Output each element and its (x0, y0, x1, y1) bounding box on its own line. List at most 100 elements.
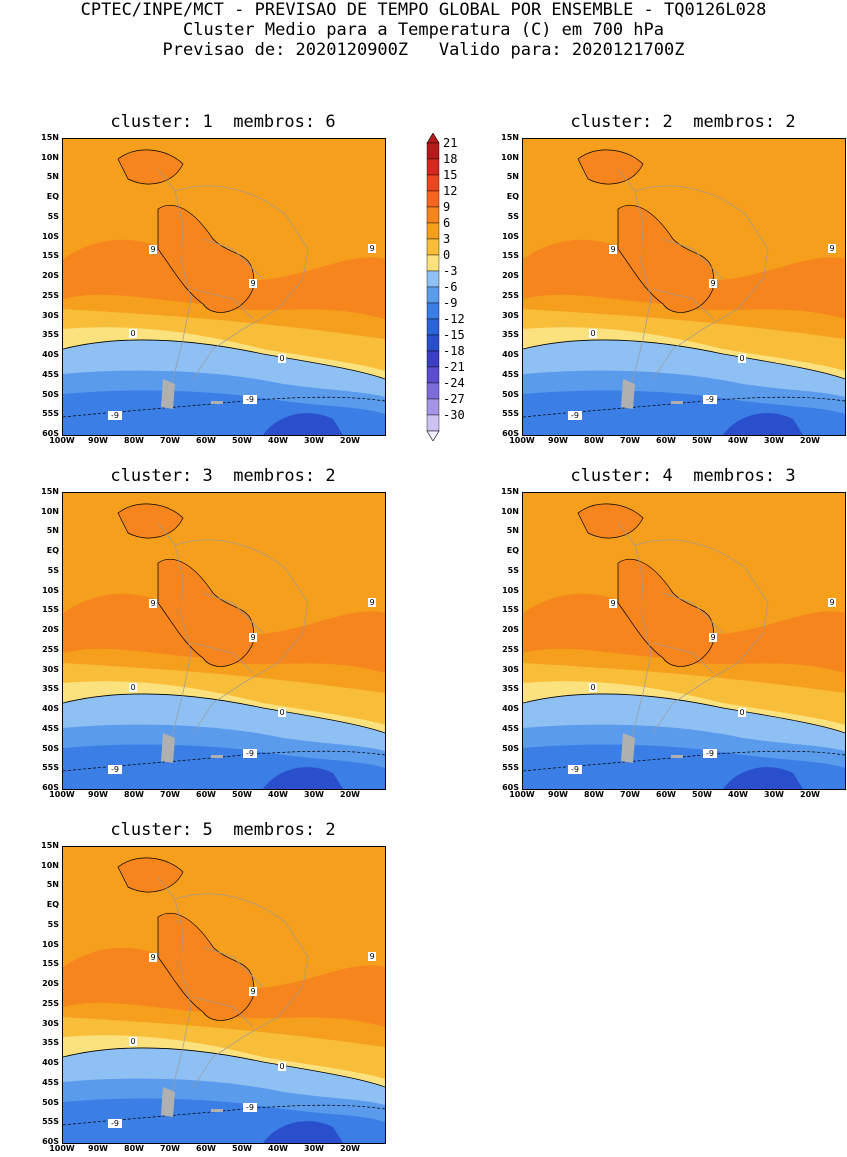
lon-tick-label: 50W (232, 436, 252, 445)
colorbar-label: -12 (443, 312, 465, 326)
lat-tick-label: 10S (502, 231, 519, 241)
colorbar-label: -6 (443, 280, 458, 294)
lon-tick-label: 60W (196, 1144, 216, 1153)
lat-tick-label: 15S (502, 251, 519, 261)
colorbar-swatch (426, 190, 440, 208)
lat-tick-label: 35S (502, 330, 519, 340)
colorbar-swatch (426, 350, 440, 368)
contour-label-warm: 9 (829, 598, 834, 607)
contour-label-0: 0 (279, 708, 284, 717)
lat-tick-label: 40S (502, 704, 519, 714)
panel-title: cluster: 1 membros: 6 (110, 112, 336, 132)
lat-tick-label: 45S (42, 369, 59, 379)
lat-tick-label: 35S (42, 684, 59, 694)
lat-tick-label: 10N (41, 506, 59, 516)
lon-tick-label: 100W (49, 436, 75, 445)
colorbar-swatch (426, 142, 440, 160)
lat-tick-label: EQ (46, 900, 59, 910)
lat-tick-label: 10N (501, 152, 519, 162)
colorbar-swatch (426, 366, 440, 384)
lon-tick-label: 100W (509, 790, 535, 799)
lon-tick-label: 20W (340, 1144, 360, 1153)
lon-tick-label: 20W (340, 790, 360, 799)
lon-tick-label: 80W (584, 790, 604, 799)
lat-tick-label: 55S (42, 763, 59, 773)
lat-tick-label: 5S (47, 565, 59, 575)
lon-tick-label: 70W (160, 436, 180, 445)
contour-label-0: 0 (130, 329, 135, 338)
lon-tick-label: 40W (268, 436, 288, 445)
panel-title: cluster: 5 membros: 2 (110, 820, 336, 840)
colorbar-label: 0 (443, 248, 451, 262)
lat-tick-label: EQ (506, 192, 519, 202)
colorbar-swatch (426, 286, 440, 304)
contour-label-warm: 9 (369, 598, 374, 607)
colorbar-swatch (426, 174, 440, 192)
colorbar-label: -18 (443, 344, 465, 358)
colorbar-swatch (426, 206, 440, 224)
lat-tick-label: 40S (42, 1058, 59, 1068)
contour-label-cold: -9 (111, 411, 119, 420)
lat-tick-label: 15N (41, 841, 59, 850)
lat-tick-label: 5N (46, 880, 59, 890)
lat-tick-label: 25S (42, 290, 59, 300)
lat-tick-label: 35S (42, 330, 59, 340)
lon-tick-label: 100W (49, 790, 75, 799)
lat-tick-label: 25S (502, 644, 519, 654)
colorbar-swatch (426, 222, 440, 240)
lon-tick-label: 80W (124, 436, 144, 445)
colorbar-swatch (426, 254, 440, 272)
lat-tick-label: 45S (42, 1077, 59, 1087)
lat-tick-label: 5N (506, 172, 519, 182)
lat-tick-label: 60S (42, 429, 59, 438)
contour-label-cold: -9 (246, 1103, 254, 1112)
lon-tick-label: 50W (232, 790, 252, 799)
temperature-map: 0 0 -9 -9 9 9 9 (62, 138, 386, 436)
contour-label-0: 0 (590, 329, 595, 338)
lat-tick-label: 15N (41, 133, 59, 142)
contour-label-warm: 9 (250, 633, 255, 642)
lat-tick-label: 30S (502, 310, 519, 320)
colorbar-swatch (426, 158, 440, 176)
contour-label-cold: -9 (571, 411, 579, 420)
temperature-map: 0 0 -9 -9 9 9 9 (62, 492, 386, 790)
contour-label-cold: -9 (111, 765, 119, 774)
lon-tick-label: 30W (764, 436, 784, 445)
lat-tick-label: 15N (41, 487, 59, 496)
lat-tick-label: 10S (42, 939, 59, 949)
lon-tick-label: 20W (800, 790, 820, 799)
contour-label-warm: 9 (829, 244, 834, 253)
lat-tick-label: 10N (41, 152, 59, 162)
lat-tick-label: 5N (46, 172, 59, 182)
colorbar-label: 15 (443, 168, 458, 182)
lon-tick-label: 30W (304, 1144, 324, 1153)
lon-tick-label: 40W (268, 1144, 288, 1153)
lon-tick-label: 50W (692, 790, 712, 799)
colorbar-label: -3 (443, 264, 458, 278)
lat-tick-label: 10N (501, 506, 519, 516)
lat-tick-label: 30S (502, 664, 519, 674)
lon-tick-label: 50W (232, 1144, 252, 1153)
lat-tick-label: 10N (41, 860, 59, 870)
colorbar-label: -9 (443, 296, 458, 310)
lat-tick-label: 20S (502, 625, 519, 635)
lat-tick-label: EQ (46, 546, 59, 556)
temperature-map: 0 0 -9 -9 9 9 9 (62, 846, 386, 1144)
lat-tick-label: 60S (42, 783, 59, 792)
lon-tick-label: 100W (509, 436, 535, 445)
contour-label-cold: -9 (706, 395, 714, 404)
lat-tick-label: 5S (47, 211, 59, 221)
lon-tick-label: 90W (88, 790, 108, 799)
temperature-map: 0 0 -9 -9 9 9 9 (522, 138, 846, 436)
lat-tick-label: 50S (502, 743, 519, 753)
lat-tick-label: 50S (42, 1097, 59, 1107)
lat-tick-label: 15S (42, 959, 59, 969)
lat-tick-label: 20S (502, 271, 519, 281)
panel-title: cluster: 3 membros: 2 (110, 466, 336, 486)
contour-label-warm: 9 (369, 244, 374, 253)
lon-tick-label: 90W (548, 436, 568, 445)
lat-tick-label: 55S (42, 409, 59, 419)
lat-tick-label: 45S (502, 369, 519, 379)
lat-tick-label: 55S (502, 409, 519, 419)
lat-tick-label: 20S (42, 979, 59, 989)
